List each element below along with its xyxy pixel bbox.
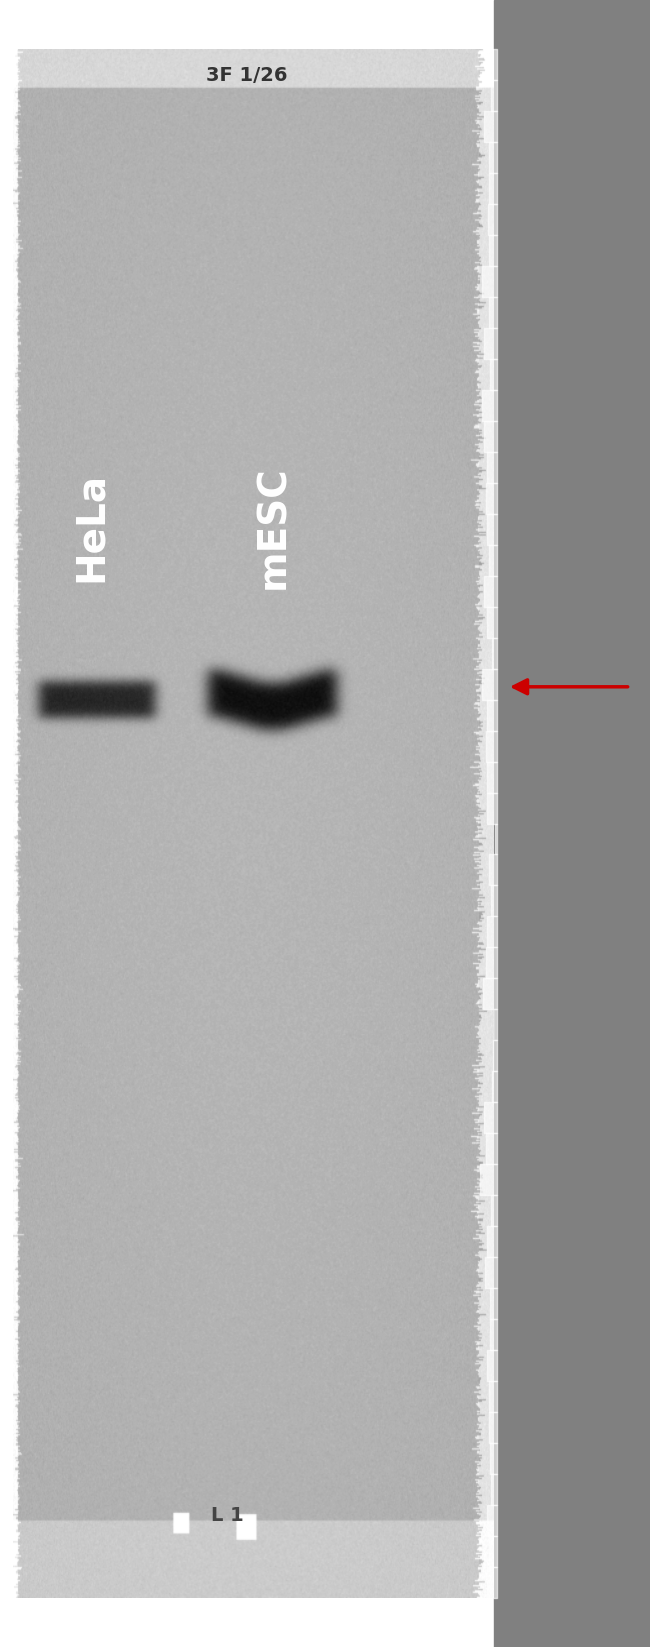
Text: HeLa: HeLa [72,473,110,581]
Text: 3F 1/26: 3F 1/26 [206,66,288,86]
Bar [494,0,650,1647]
Text: L 1: L 1 [211,1505,244,1525]
Text: mESC: mESC [254,464,292,590]
